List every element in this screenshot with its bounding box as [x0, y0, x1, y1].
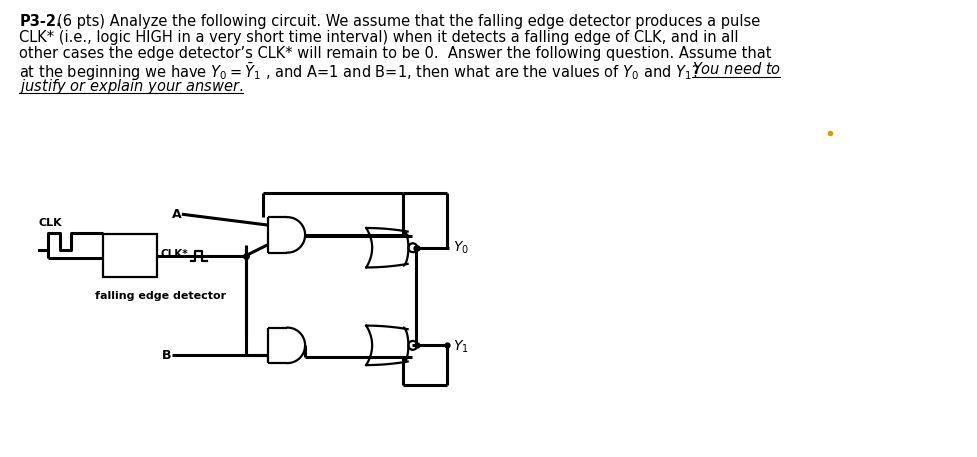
Text: $\it{justify\ or\ explain\ your\ answer.}$: $\it{justify\ or\ explain\ your\ answer.… — [20, 77, 243, 96]
Text: $\it{You\ need\ to}$: $\it{You\ need\ to}$ — [691, 61, 780, 77]
Text: (6 pts) Analyze the following circuit. We assume that the falling edge detector : (6 pts) Analyze the following circuit. W… — [57, 14, 759, 29]
Text: falling edge detector: falling edge detector — [95, 291, 226, 301]
Text: P3-2.: P3-2. — [20, 14, 62, 29]
Text: CLK: CLK — [39, 218, 63, 228]
Text: $Y_1$: $Y_1$ — [452, 338, 468, 355]
Text: $Y_0$: $Y_0$ — [452, 239, 468, 256]
Text: B: B — [162, 349, 171, 361]
Text: CLK*: CLK* — [160, 249, 188, 259]
Bar — [103, 234, 157, 277]
Text: at the beginning we have $Y_0 = \bar{Y}_1$ , and A=1 and B=1, then what are the : at the beginning we have $Y_0 = \bar{Y}_… — [20, 61, 700, 84]
Text: other cases the edge detector’s CLK* will remain to be 0.  Answer the following : other cases the edge detector’s CLK* wil… — [20, 46, 771, 61]
Text: CLK* (i.e., logic HIGH in a very short time interval) when it detects a falling : CLK* (i.e., logic HIGH in a very short t… — [20, 30, 738, 45]
Text: A: A — [172, 207, 182, 221]
